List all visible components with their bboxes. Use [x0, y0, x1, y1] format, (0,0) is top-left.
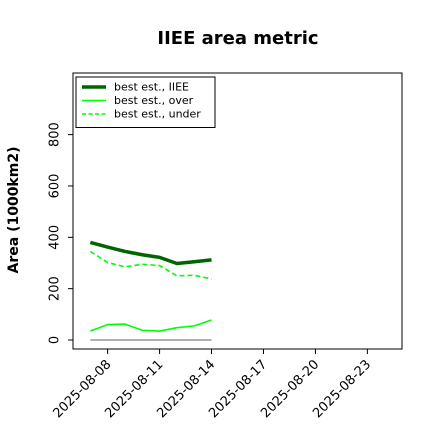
legend-label: best est., under [114, 108, 201, 121]
y-tick-label: 0 [48, 336, 63, 344]
chart-title: IIEE area metric [157, 28, 318, 49]
y-tick-label: 600 [48, 174, 63, 199]
legend-label: best est., over [114, 94, 194, 107]
y-tick-label: 200 [48, 276, 63, 301]
y-tick-label: 400 [48, 225, 63, 250]
legend-label: best est., IIEE [114, 81, 189, 94]
series-line-best-est-over [90, 319, 212, 332]
y-tick-label: 800 [48, 122, 63, 147]
series-line-best-est-iiee [89, 240, 212, 266]
series-layer [89, 240, 212, 341]
series-line-best-est-under [89, 250, 212, 280]
axis-layer: 02004006008002025-08-082025-08-112025-08… [48, 122, 375, 421]
plot-area [72, 72, 403, 350]
y-axis-label: Area (1000km2) [6, 147, 22, 274]
